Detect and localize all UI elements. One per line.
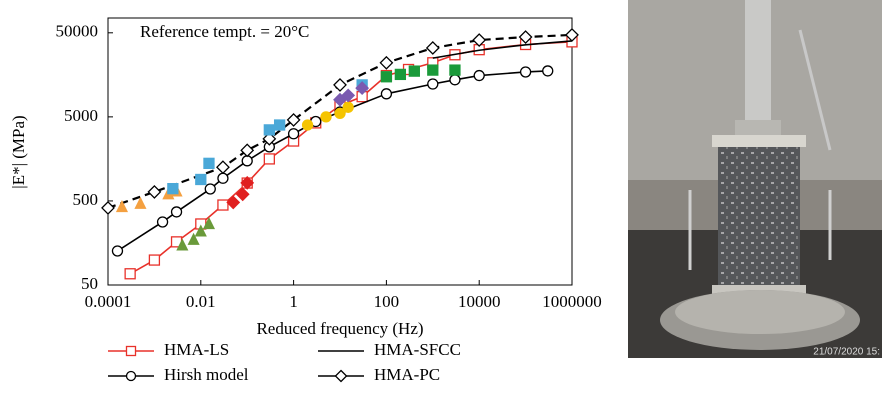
marker <box>240 143 255 158</box>
series-line <box>117 70 548 252</box>
legend-label: Hirsh model <box>164 365 249 384</box>
marker <box>449 64 461 76</box>
marker <box>473 69 485 82</box>
plot-frame <box>107 17 573 286</box>
marker <box>194 224 207 237</box>
x-tick-label: 100 <box>374 292 400 311</box>
marker <box>380 71 393 83</box>
photo: 21/07/2020 15: <box>628 0 882 358</box>
marker <box>518 30 533 44</box>
marker <box>341 88 356 103</box>
marker <box>380 88 393 100</box>
marker <box>472 33 487 47</box>
marker <box>241 155 253 167</box>
marker <box>147 185 162 199</box>
marker <box>287 128 300 140</box>
marker <box>427 64 439 76</box>
marker <box>334 369 348 383</box>
marker <box>204 183 216 195</box>
marker <box>170 206 183 218</box>
legend-label: HMA-LS <box>164 340 229 359</box>
marker <box>519 66 532 78</box>
x-tick-label: 10000 <box>458 292 501 311</box>
marker <box>125 345 137 357</box>
photo-timestamp: 21/07/2020 15: <box>813 347 880 358</box>
marker <box>379 55 394 70</box>
marker <box>216 160 230 175</box>
marker <box>176 238 189 251</box>
marker <box>394 68 407 81</box>
marker <box>115 199 129 213</box>
y-tick-label: 50 <box>81 274 98 293</box>
marker <box>195 173 207 186</box>
y-tick-label: 5000 <box>64 106 98 125</box>
marker <box>301 119 314 131</box>
annotation: Reference tempt. = 20°C <box>140 22 309 41</box>
x-tick-label: 0.0001 <box>85 292 132 311</box>
marker <box>203 157 215 169</box>
marker <box>263 153 275 165</box>
marker <box>187 232 200 245</box>
marker <box>125 370 137 382</box>
x-tick-label: 1 <box>289 292 298 311</box>
y-axis-label: |E*| (MPa) <box>9 115 28 188</box>
marker <box>334 107 346 120</box>
marker <box>202 216 216 230</box>
marker <box>320 111 332 123</box>
legend-label: HMA-PC <box>374 365 440 384</box>
marker <box>167 183 179 195</box>
marker <box>427 78 439 90</box>
legend-label: HMA-SFCC <box>374 340 461 359</box>
marker <box>156 216 169 228</box>
marker <box>333 77 347 92</box>
marker <box>235 187 250 202</box>
marker <box>408 65 420 77</box>
marker <box>134 196 147 209</box>
y-tick-label: 50000 <box>56 22 99 41</box>
marker <box>263 124 275 136</box>
marker <box>273 119 286 131</box>
marker <box>124 268 136 280</box>
y-tick-label: 500 <box>73 190 99 209</box>
marker <box>240 175 255 190</box>
x-axis-label: Reduced frequency (Hz) <box>256 319 423 338</box>
marker <box>101 200 115 215</box>
marker <box>111 245 124 257</box>
marker <box>342 101 354 113</box>
x-tick-label: 1000000 <box>542 292 602 311</box>
marker <box>262 131 277 146</box>
x-tick-label: 0.01 <box>186 292 216 311</box>
series-line <box>107 33 573 209</box>
marker <box>226 195 241 210</box>
marker <box>148 254 161 266</box>
series-line <box>432 40 573 59</box>
marker <box>286 112 301 127</box>
marker <box>217 172 229 184</box>
marker <box>542 65 554 77</box>
marker <box>355 81 370 96</box>
marker <box>449 74 461 86</box>
marker <box>217 199 229 211</box>
marker <box>565 27 579 42</box>
marker <box>425 41 440 55</box>
